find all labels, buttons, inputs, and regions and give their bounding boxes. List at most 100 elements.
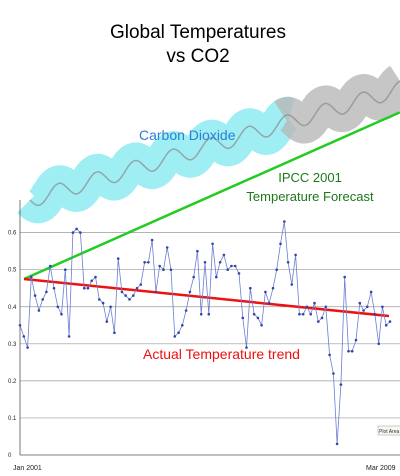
monthly-point [211, 242, 214, 246]
monthly-point [135, 286, 139, 290]
monthly-point [181, 324, 184, 327]
monthly-point [252, 312, 256, 316]
monthly-point [275, 268, 279, 272]
monthly-point [192, 275, 195, 279]
monthly-point [173, 335, 177, 338]
monthly-point [94, 275, 97, 279]
monthly-point [381, 305, 384, 309]
y-tick-label: 0 [8, 453, 12, 459]
monthly-point [260, 324, 263, 327]
monthly-point [373, 312, 377, 316]
monthly-point [354, 338, 358, 342]
x-end-label: Mar 2009 [366, 465, 396, 472]
monthly-point [26, 346, 29, 349]
monthly-point [305, 305, 309, 309]
monthly-point [384, 324, 388, 327]
monthly-point [233, 264, 237, 268]
monthly-point [64, 268, 67, 272]
x-start-label: Jan 2001 [13, 465, 42, 472]
monthly-point [165, 246, 169, 249]
monthly-point [52, 286, 56, 290]
monthly-point [177, 331, 180, 335]
monthly-point [245, 346, 248, 349]
monthly-point [256, 316, 260, 320]
monthly-point [75, 227, 78, 231]
monthly-point [332, 372, 335, 375]
monthly-point [147, 261, 150, 264]
co2-center-line [29, 80, 400, 207]
monthly-point [98, 298, 101, 301]
monthly-point [33, 294, 37, 297]
monthly-point [60, 312, 63, 316]
monthly-point [90, 279, 93, 283]
plot-area-tag-label: Plot Area [379, 429, 400, 435]
monthly-point [18, 324, 22, 327]
monthly-point [335, 442, 339, 446]
monthly-point [124, 294, 127, 297]
monthly-point [22, 335, 26, 338]
monthly-point [184, 309, 188, 312]
monthly-point [313, 301, 316, 305]
monthly-point [283, 220, 286, 223]
monthly-point [41, 298, 44, 301]
y-tick-label: 0.1 [8, 416, 17, 422]
monthly-point [86, 286, 90, 290]
monthly-point [67, 335, 71, 338]
monthly-point [290, 283, 294, 286]
monthly-point [366, 305, 369, 309]
monthly-point [109, 305, 112, 309]
monthly-point [317, 320, 320, 323]
y-tick-label: 0.2 [8, 379, 17, 385]
monthly-point [143, 261, 146, 264]
monthly-series [18, 220, 392, 446]
monthly-point [339, 383, 343, 386]
monthly-point [343, 275, 347, 279]
monthly-point [71, 231, 75, 234]
monthly-point [301, 312, 305, 316]
y-axis: 0 0.1 0.2 0.3 0.4 0.5 0.6 [8, 231, 17, 459]
monthly-point [294, 253, 297, 257]
ipcc-forecast-line [23, 111, 400, 281]
monthly-point [226, 268, 229, 272]
monthly-point [105, 320, 109, 323]
monthly-point [324, 305, 328, 309]
monthly-point [271, 286, 275, 290]
monthly-point [30, 275, 33, 279]
monthly-point [249, 286, 252, 290]
ipcc-legend-label-line2: Temperature Forecast [246, 189, 374, 204]
monthly-point [320, 316, 324, 320]
monthly-point [48, 264, 52, 268]
monthly-point [237, 272, 241, 275]
monthly-point [56, 305, 60, 309]
y-tick-label: 0.4 [8, 305, 17, 311]
monthly-point [298, 312, 301, 316]
monthly-point [203, 261, 207, 264]
monthly-point [128, 298, 131, 301]
co2-legend-label: Carbon Dioxide [139, 127, 236, 143]
chart-title-line1: Global Temperatures [110, 22, 286, 43]
monthly-point [196, 249, 199, 253]
grid [19, 200, 400, 456]
trend-lines [23, 111, 400, 318]
monthly-point [37, 309, 41, 312]
monthly-point [286, 261, 290, 264]
monthly-point [132, 294, 135, 297]
monthly-point [79, 231, 82, 234]
monthly-point [264, 290, 267, 294]
monthly-point [309, 312, 313, 316]
monthly-point [377, 342, 381, 346]
y-tick-label: 0.5 [8, 268, 17, 274]
monthly-point [222, 253, 226, 257]
monthly-point [116, 257, 120, 260]
y-tick-label: 0.3 [8, 342, 17, 348]
actual-trend-label: Actual Temperature trend [143, 346, 300, 362]
monthly-point [230, 264, 233, 268]
monthly-point [188, 290, 192, 294]
plot-area-tag: Plot Area [377, 425, 400, 436]
monthly-point [150, 238, 154, 242]
monthly-point [241, 316, 245, 320]
monthly-point [158, 264, 161, 268]
monthly-point [139, 283, 143, 286]
co2-series [14, 64, 400, 224]
